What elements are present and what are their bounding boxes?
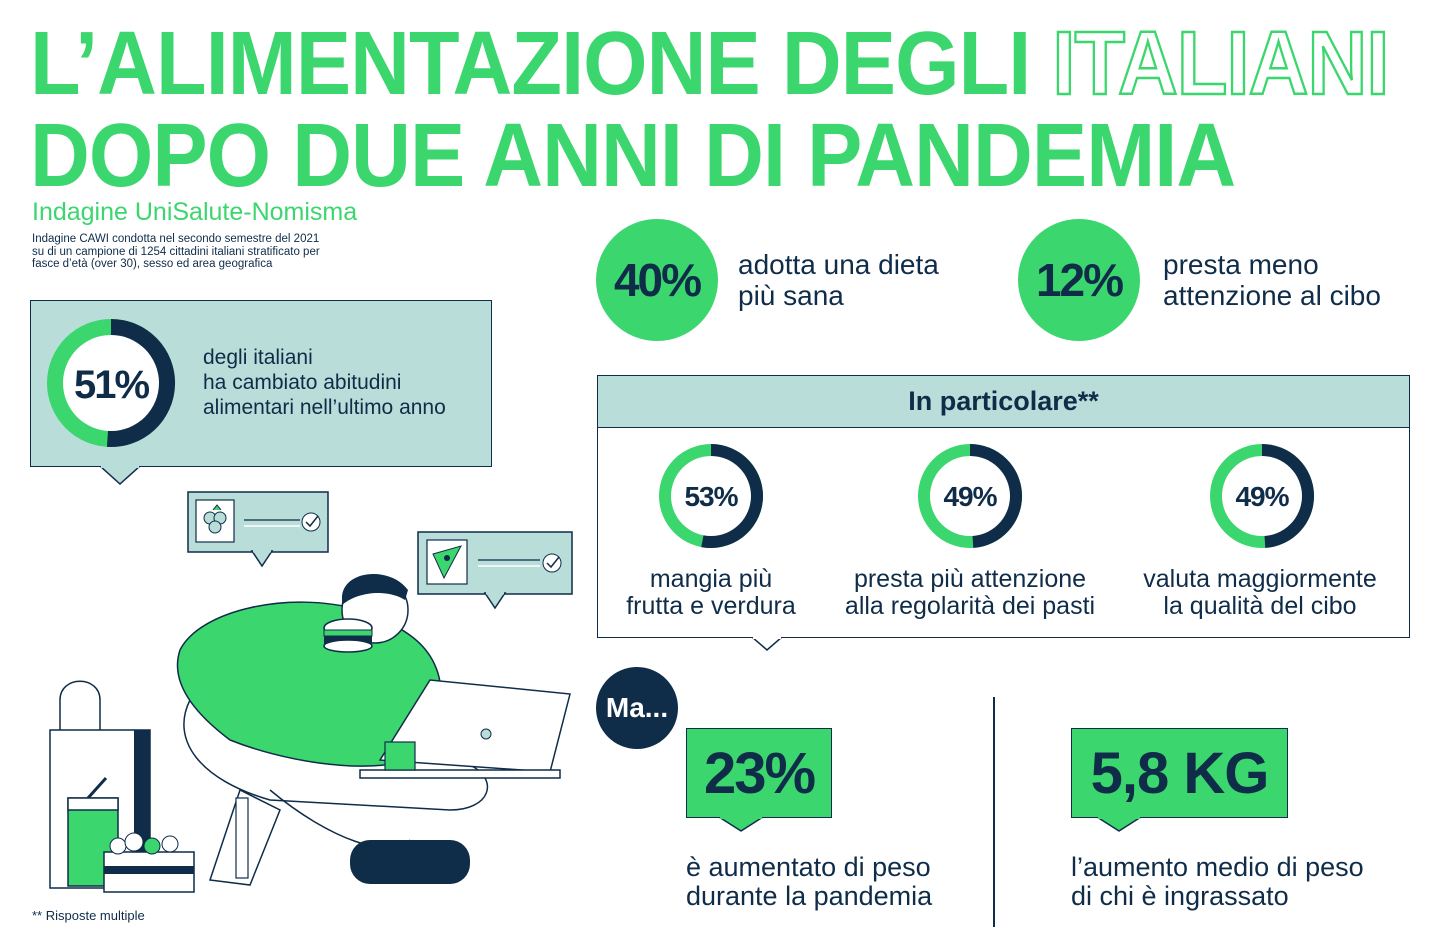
ring-caption: presta più attenzione alla regolarità de…	[820, 566, 1120, 620]
ring-chart-49b	[1210, 443, 1315, 548]
speech-tail-icon	[719, 817, 763, 832]
weight-gain-percent: 23%	[703, 740, 816, 806]
speech-tail-icon	[1097, 817, 1141, 832]
divider	[993, 697, 995, 927]
stat-line: adotta una dieta	[738, 249, 939, 280]
weight-gain-percent-box: 23%	[686, 728, 832, 818]
stat-text-40: adotta una dieta più sana	[738, 249, 939, 311]
stat-circle-40: 40%	[596, 219, 718, 341]
main-stat-line: ha cambiato abitudini	[203, 371, 402, 394]
methodology-line: Indagine CAWI condotta nel secondo semes…	[32, 233, 320, 245]
methodology-note: Indagine CAWI condotta nel secondo semes…	[32, 233, 392, 271]
ring-chart-49a	[918, 443, 1023, 548]
stat-line: attenzione al cibo	[1163, 280, 1381, 311]
ring-value: 49%	[1235, 481, 1289, 512]
main-stat-line: alimentari nell’ultimo anno	[203, 396, 446, 419]
ring-value: 53%	[684, 481, 738, 512]
stat-circle-12: 12%	[1018, 219, 1140, 341]
speech-tail-icon	[100, 466, 140, 486]
ring-chart-53	[659, 444, 763, 548]
stat-value: 40%	[613, 254, 702, 306]
stat-text-12: presta meno attenzione al cibo	[1163, 249, 1381, 311]
stat-line: presta meno	[1163, 249, 1319, 280]
page-title: L’ALIMENTAZIONE DEGLI ITALIANI DOPO DUE …	[30, 17, 1391, 206]
stat-line: più sana	[738, 280, 844, 311]
weight-kg-box: 5,8 KG	[1071, 728, 1288, 818]
ring-caption: valuta maggiormente la qualità del cibo	[1120, 566, 1400, 620]
ring-caption-line: frutta e verdura	[626, 592, 796, 620]
caption-line: l’aumento medio di peso	[1071, 852, 1364, 882]
speech-tail-icon	[752, 637, 782, 651]
pizza-bubble-icon	[417, 531, 573, 610]
title-line1-outline: ITALIANI	[1051, 14, 1390, 114]
weight-kg-caption: l’aumento medio di peso di chi è ingrass…	[1071, 853, 1364, 911]
ring-caption-line: valuta maggiormente	[1143, 565, 1377, 593]
caption-line: è aumentato di peso	[686, 852, 931, 882]
caption-line: durante la pandemia	[686, 881, 933, 911]
berries-bubble-icon	[187, 491, 329, 568]
ring-caption-line: alla regolarità dei pasti	[844, 592, 1096, 620]
title-line2: DOPO DUE ANNI DI PANDEMIA	[30, 106, 1236, 206]
methodology-line: su di un campione di 1254 cittadini ital…	[32, 245, 320, 258]
footnote: ** Risposte multiple	[32, 908, 145, 923]
ring-caption-line: presta più attenzione	[853, 565, 1087, 593]
title-line1-a: L’ALIMENTAZIONE DEGLI	[30, 14, 1053, 114]
in-particolare-heading: In particolare**	[597, 375, 1410, 428]
weight-kg-value: 5,8 KG	[1090, 740, 1270, 806]
person-eating-illustration	[49, 491, 573, 893]
main-stat-text: degli italiani ha cambiato abitudini ali…	[203, 345, 446, 420]
ring-caption: mangia più frutta e verdura	[598, 566, 824, 620]
stat-value: 12%	[1035, 254, 1124, 306]
main-stat-line: degli italiani	[203, 346, 313, 369]
survey-subtitle: Indagine UniSalute-Nomisma	[32, 198, 358, 226]
ma-badge: Ma...	[596, 667, 678, 749]
ring-value: 49%	[943, 481, 997, 512]
caption-line: di chi è ingrassato	[1071, 881, 1289, 911]
ring-caption-line: mangia più	[649, 565, 773, 593]
ring-caption-line: la qualità del cibo	[1163, 592, 1357, 620]
main-stat-donut: 51%	[47, 318, 176, 447]
weight-gain-caption: è aumentato di peso durante la pandemia	[686, 853, 932, 911]
main-stat-value: 51%	[74, 363, 149, 407]
methodology-line: fasce d’età (over 30), sesso ed area geo…	[32, 258, 273, 270]
